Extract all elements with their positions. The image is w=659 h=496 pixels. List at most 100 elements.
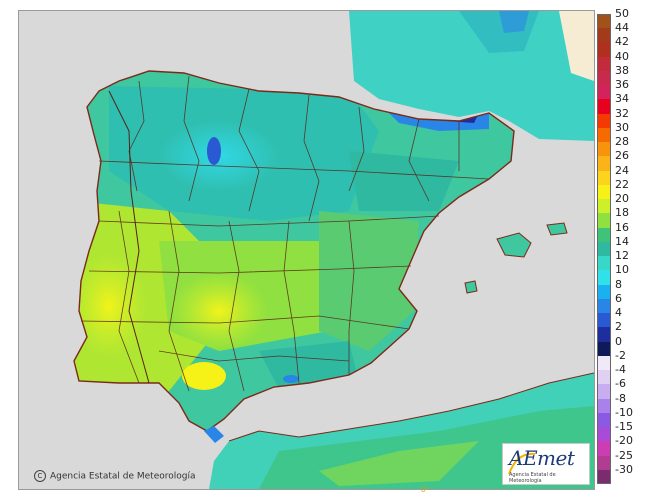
legend-label: 4 [615, 306, 622, 320]
legend-label: 38 [615, 63, 629, 77]
legend-label: -10 [615, 405, 633, 419]
legend-item: 50 [597, 7, 657, 29]
legend-item: 26 [597, 149, 657, 171]
aemet-logo: AEmet Agencia Estatal de Meteorología [502, 443, 590, 485]
legend-swatch [597, 284, 611, 299]
legend-label: -8 [615, 391, 626, 405]
legend-swatch [597, 241, 611, 257]
logo-name: AEmet [509, 446, 575, 470]
legend-swatch [597, 298, 611, 314]
legend-swatch [597, 412, 611, 428]
legend-swatch [597, 70, 611, 86]
credit-text: Agencia Estatal de Meteorología [50, 471, 196, 482]
legend-label: 42 [615, 35, 629, 49]
legend-swatch [597, 213, 611, 228]
legend-label: 36 [615, 78, 629, 92]
legend-label: 14 [615, 234, 629, 248]
legend-item: 30 [597, 121, 657, 143]
legend-label: 24 [615, 163, 629, 177]
legend-label: -15 [615, 420, 633, 434]
legend-item: -25 [597, 449, 657, 470]
legend-label: 2 [615, 320, 622, 334]
legend-swatch [597, 341, 611, 356]
legend-swatch [597, 56, 611, 71]
legend-label: 32 [615, 106, 629, 120]
temperature-map: C Agencia Estatal de Meteorología AEmet A… [18, 10, 595, 490]
legend-item: 44 [597, 21, 657, 43]
legend-label: 44 [615, 21, 629, 35]
legend-swatch [597, 398, 611, 413]
legend-swatch [597, 327, 611, 342]
legend-swatch [597, 85, 611, 100]
legend-swatch [597, 113, 611, 128]
legend-swatch [597, 14, 611, 29]
legend-item: -8 [597, 392, 657, 413]
legend-item: 18 [597, 206, 657, 228]
legend-label: 8 [615, 277, 622, 291]
legend-swatch [597, 469, 611, 484]
legend-label: 28 [615, 135, 629, 149]
legend-item: 28 [597, 135, 657, 157]
legend-swatch [597, 170, 611, 185]
legend-label: 40 [615, 49, 629, 63]
temperature-legend: 50 44 42 40 38 36 34 32 30 28 26 24 22 20 18 16 14 12 10 8 6… [597, 7, 657, 490]
logo-subtitle: Agencia Estatal de Meteorología [509, 472, 556, 484]
legend-item: 16 [597, 221, 657, 242]
legend-item: -2 [597, 349, 657, 371]
legend-item: 34 [597, 92, 657, 114]
legend-item: -6 [597, 377, 657, 399]
legend-swatch [597, 142, 611, 157]
legend-item: 24 [597, 164, 657, 185]
legend-item: 36 [597, 78, 657, 100]
copyright-credit: C Agencia Estatal de Meteorología [31, 469, 199, 483]
legend-item: 8 [597, 278, 657, 299]
legend-label: -6 [615, 377, 626, 391]
legend-label: -4 [615, 363, 626, 377]
legend-item: -30 [597, 463, 657, 484]
legend-item: -15 [597, 420, 657, 442]
legend-swatch [597, 313, 611, 328]
legend-label: 10 [615, 263, 629, 277]
legend-item: 2 [597, 320, 657, 342]
legend-label: 18 [615, 206, 629, 220]
legend-swatch [597, 227, 611, 242]
legend-item: 40 [597, 50, 657, 71]
legend-swatch [597, 199, 611, 214]
legend-label: 26 [615, 149, 629, 163]
legend-item: 12 [597, 249, 657, 271]
legend-item: 14 [597, 235, 657, 257]
legend-item: 0 [597, 335, 657, 356]
legend-item: 22 [597, 178, 657, 200]
legend-label: 12 [615, 249, 629, 263]
legend-item: -10 [597, 406, 657, 428]
legend-swatch [597, 355, 611, 371]
aemet-swoosh-icon [508, 452, 536, 475]
legend-label: -30 [615, 462, 633, 476]
legend-label: 34 [615, 92, 629, 106]
legend-item: 38 [597, 64, 657, 86]
legend-swatch [597, 270, 611, 285]
legend-item: 42 [597, 35, 657, 57]
legend-item: 32 [597, 107, 657, 128]
legend-label: 50 [615, 7, 629, 20]
legend-item: 6 [597, 292, 657, 314]
legend-swatch [597, 99, 611, 114]
legend-label: 6 [615, 291, 622, 305]
legend-item: 4 [597, 306, 657, 328]
legend-swatch [597, 42, 611, 57]
copyright-icon: C [34, 470, 46, 482]
legend-item: -20 [597, 434, 657, 456]
legend-label: 0 [615, 334, 622, 348]
legend-swatch [597, 427, 611, 442]
legend-swatch [597, 127, 611, 143]
legend-swatch [597, 156, 611, 171]
legend-swatch [597, 370, 611, 385]
legend-label: -2 [615, 348, 626, 362]
legend-label: 20 [615, 192, 629, 206]
map-canvas [19, 11, 594, 489]
longitude-label: 0° [421, 486, 429, 494]
legend-swatch [597, 256, 611, 271]
legend-item: 10 [597, 263, 657, 285]
legend-swatch [597, 28, 611, 43]
legend-item: -4 [597, 363, 657, 385]
